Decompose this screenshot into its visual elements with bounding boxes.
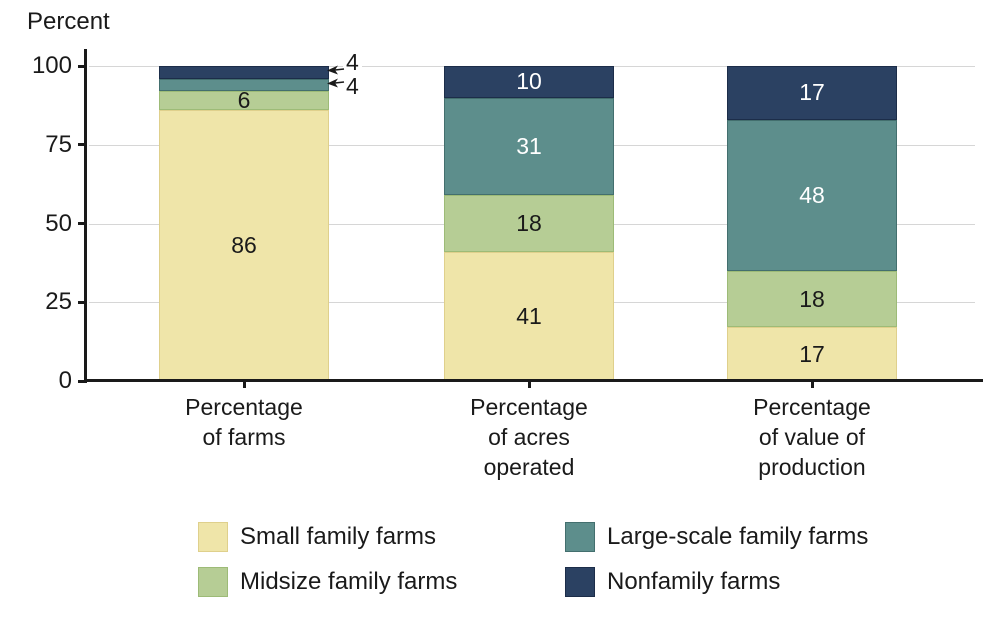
segment-value-label: 6 (237, 87, 251, 114)
y-tick-label: 50 (45, 209, 72, 237)
x-tick (810, 382, 814, 388)
x-tick (242, 382, 246, 388)
segment-value-label: 18 (516, 209, 542, 236)
bar-segment: 17 (727, 66, 897, 120)
legend-swatch-nonfamily-farms (565, 567, 595, 597)
segment-value-label: 17 (799, 79, 825, 106)
legend-item-small-family-farms: Small family farms (198, 522, 565, 552)
y-axis-title: Percent (27, 8, 110, 35)
legend-swatch-small-family-farms (198, 522, 228, 552)
x-axis-baseline (87, 379, 983, 382)
bar-segment: 48 (727, 119, 897, 271)
y-tick-label: 100 (31, 52, 72, 79)
segment-value-label: 17 (799, 340, 825, 367)
legend-item-large-scale-family-farms: Large-scale family farms (565, 522, 868, 552)
legend-item-midsize-family-farms: Midsize family farms (198, 567, 565, 597)
segment-value-label: 31 (516, 132, 542, 159)
segment-value-label: 86 (231, 232, 257, 259)
legend-label: Nonfamily farms (607, 568, 781, 595)
bar-segment: 6 (159, 87, 329, 114)
y-tick-label: 0 (58, 367, 72, 394)
plot-area: 6 86 10 31 18 41 17 48 18 17 (87, 66, 975, 381)
legend-label: Large-scale family farms (607, 523, 869, 550)
annotation-label-large-scale: 4 (343, 74, 362, 98)
segment-value-label: 41 (516, 302, 542, 329)
legend-item-nonfamily-farms: Nonfamily farms (565, 567, 868, 597)
bar: 6 86 (159, 66, 329, 381)
bar-segment: 18 (727, 270, 897, 328)
bar-segment: 10 (444, 66, 614, 98)
bar-segment: 17 (727, 327, 897, 381)
bar: 10 31 18 41 (444, 66, 614, 381)
bar: 17 48 18 17 (727, 66, 897, 381)
y-axis-line (84, 49, 87, 382)
y-tick-label: 25 (45, 288, 72, 316)
segment-value-label: 18 (799, 285, 825, 312)
legend-label: Small family farms (240, 523, 437, 550)
y-tick (78, 300, 87, 304)
x-tick (527, 382, 531, 388)
arrow-left-icon (327, 65, 345, 75)
legend: Small family farms Large-scale family fa… (198, 522, 868, 597)
legend-swatch-large-scale-family-farms (565, 522, 595, 552)
annotation-label-nonfamily: 4 (343, 50, 362, 74)
segment-value-label: 10 (516, 68, 542, 95)
arrow-left-icon (327, 78, 345, 88)
bar-segment: 41 (444, 251, 614, 381)
legend-label: Midsize family farms (240, 568, 458, 595)
y-tick (78, 143, 87, 147)
y-tick (78, 222, 87, 225)
x-category-label-acres: Percentage of acres operated (470, 394, 588, 480)
segment-value-label: 48 (799, 181, 825, 208)
bar-segment (159, 78, 329, 92)
bar-segment: 86 (159, 110, 329, 381)
bar-segment: 31 (444, 97, 614, 196)
legend-swatch-midsize-family-farms (198, 567, 228, 597)
y-tick-label: 75 (45, 130, 72, 158)
x-category-label-farms: Percentage of farms (185, 394, 303, 450)
bar-segment (159, 66, 329, 79)
y-tick (78, 64, 87, 68)
x-category-label-value: Percentage of value of production (753, 394, 871, 480)
y-tick (78, 379, 87, 383)
bar-segment: 18 (444, 195, 614, 252)
